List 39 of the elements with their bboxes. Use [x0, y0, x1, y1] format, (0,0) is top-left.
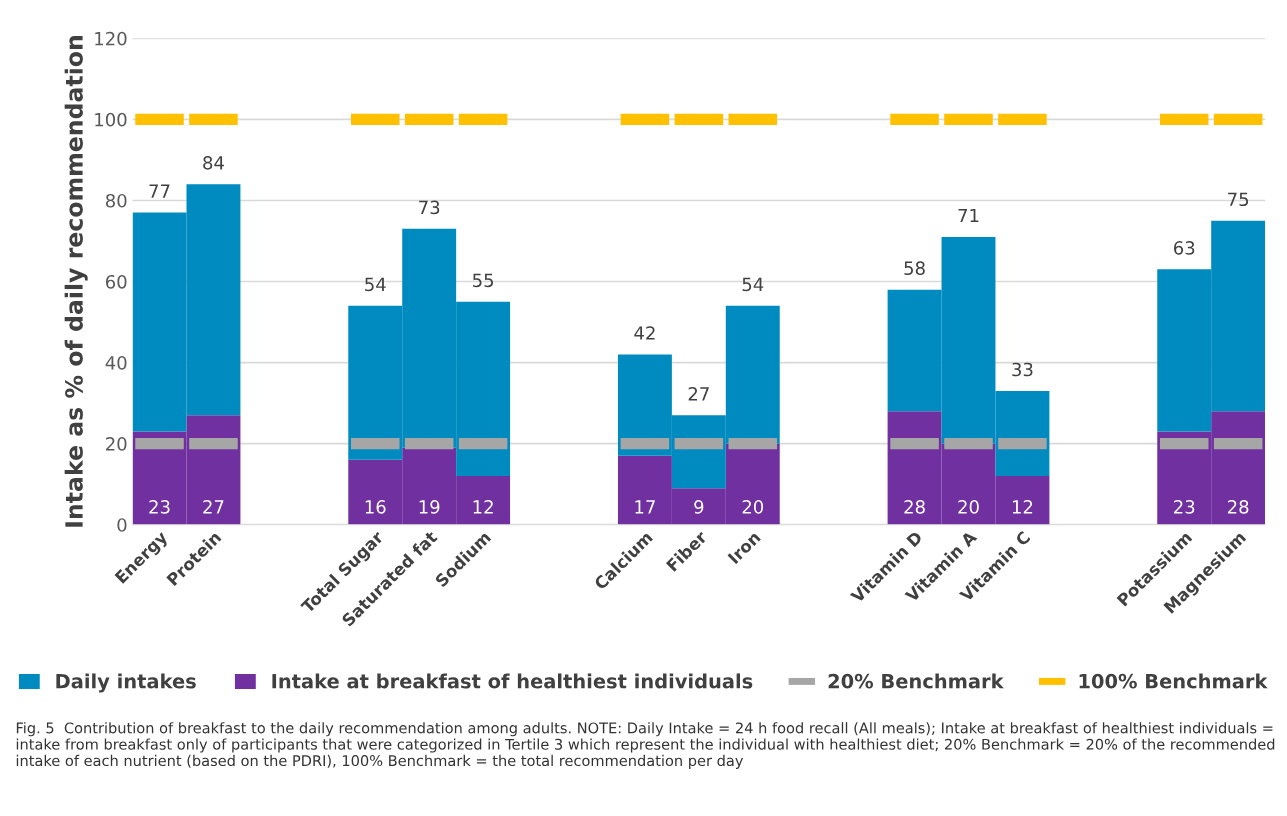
y-tick-label: 40	[105, 356, 127, 370]
data-label: 16	[365, 500, 386, 514]
total-label: 27	[688, 387, 709, 401]
legend-label: Intake at breakfast of healthiest individuals	[272, 673, 753, 689]
data-label: 17	[635, 500, 655, 514]
total-label: 84	[203, 155, 224, 170]
data-label: 28	[1227, 500, 1249, 514]
data-label: 20	[742, 500, 764, 514]
y-tick-label: 60	[105, 274, 127, 289]
data-label: 19	[419, 500, 440, 514]
total-label: 33	[1012, 362, 1033, 377]
data-label: 12	[1012, 500, 1033, 514]
total-label: 58	[904, 261, 925, 276]
y-tick-label: 100	[95, 112, 127, 127]
total-label: 75	[1228, 192, 1249, 207]
legend-label: Daily intakes	[56, 673, 196, 693]
data-label: 27	[203, 500, 224, 514]
caption: Fig. 5 Contribution of breakfast to the daily recommendation among adults. NOTE: Daily Intake = 24 h food recall (All meals); Intake at breakfast of healthiest individuals = intake from breakfast only of participants that were categorized in Tertile 3 which represent the individual with healthiest diet; 20% Benchmark = 20% of the recommended intake of each nutrient (based on the PDRI), 100% Benchmark = the total recommendation per day	[16, 722, 1275, 769]
total-label: 63	[1174, 241, 1195, 255]
data-label: 12	[473, 500, 493, 514]
total-label: 54	[742, 277, 764, 292]
total-label: 73	[419, 200, 440, 215]
y-tick-label: 20	[106, 437, 127, 451]
data-label: 28	[904, 500, 925, 514]
y-tick-label: 80	[105, 193, 127, 208]
y-axis-title: Intake as % of daily recommendation	[64, 36, 88, 527]
data-label: 23	[149, 500, 170, 514]
data-label: 20	[958, 500, 979, 514]
total-label: 54	[365, 277, 386, 292]
total-label: 42	[634, 326, 655, 340]
total-label: 55	[473, 273, 494, 288]
legend-label: 100% Benchmark	[1079, 673, 1268, 689]
data-label: 9	[694, 500, 704, 514]
y-tick-label: 0	[117, 518, 127, 532]
data-label: 23	[1174, 500, 1195, 514]
y-tick-label: 120	[95, 31, 127, 46]
total-label: 71	[958, 208, 979, 223]
total-label: 77	[149, 184, 170, 198]
legend-label: 20% Benchmark	[828, 673, 1004, 689]
